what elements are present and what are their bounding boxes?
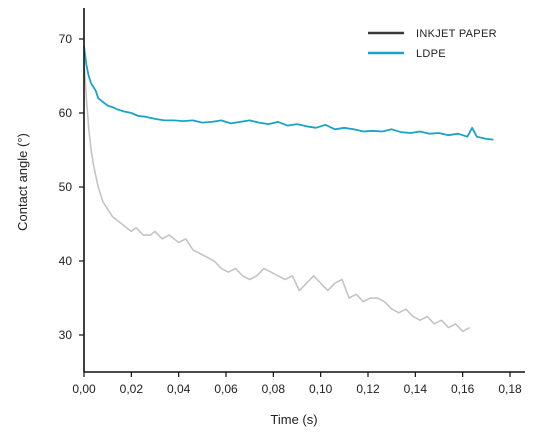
x-tick-label: 0,14 <box>404 382 428 396</box>
y-tick-label: 70 <box>59 32 73 46</box>
x-axis-title: Time (s) <box>270 412 317 427</box>
y-tick-label: 30 <box>59 328 73 342</box>
y-ticks: 30 40 50 60 70 <box>59 32 84 342</box>
x-tick-label: 0,08 <box>262 382 286 396</box>
x-tick-label: 0,02 <box>120 382 144 396</box>
series-line-ldpe <box>83 46 494 141</box>
x-tick-label: 0,00 <box>72 382 96 396</box>
y-tick-label: 60 <box>59 106 73 120</box>
x-tick-label: 0,12 <box>356 382 380 396</box>
x-tick-label: 0,16 <box>451 382 475 396</box>
legend: INKJET PAPER LDPE <box>368 28 497 60</box>
y-tick-label: 40 <box>59 254 73 268</box>
legend-label-ldpe: LDPE <box>416 48 446 60</box>
x-ticks: 0,00 0,02 0,04 0,06 0,08 0,10 0,12 0,14 0,16 0,18 <box>72 372 522 396</box>
y-tick-label: 50 <box>59 180 73 194</box>
x-tick-label: 0,18 <box>498 382 522 396</box>
x-tick-label: 0,06 <box>214 382 238 396</box>
series-line-inkjet-paper <box>83 61 471 333</box>
legend-label-inkjet-paper: INKJET PAPER <box>416 28 497 40</box>
series-layer <box>83 46 494 333</box>
x-tick-label: 0,10 <box>309 382 333 396</box>
x-tick-label: 0,04 <box>167 382 191 396</box>
y-axis-title: Contact angle (°) <box>15 133 30 231</box>
